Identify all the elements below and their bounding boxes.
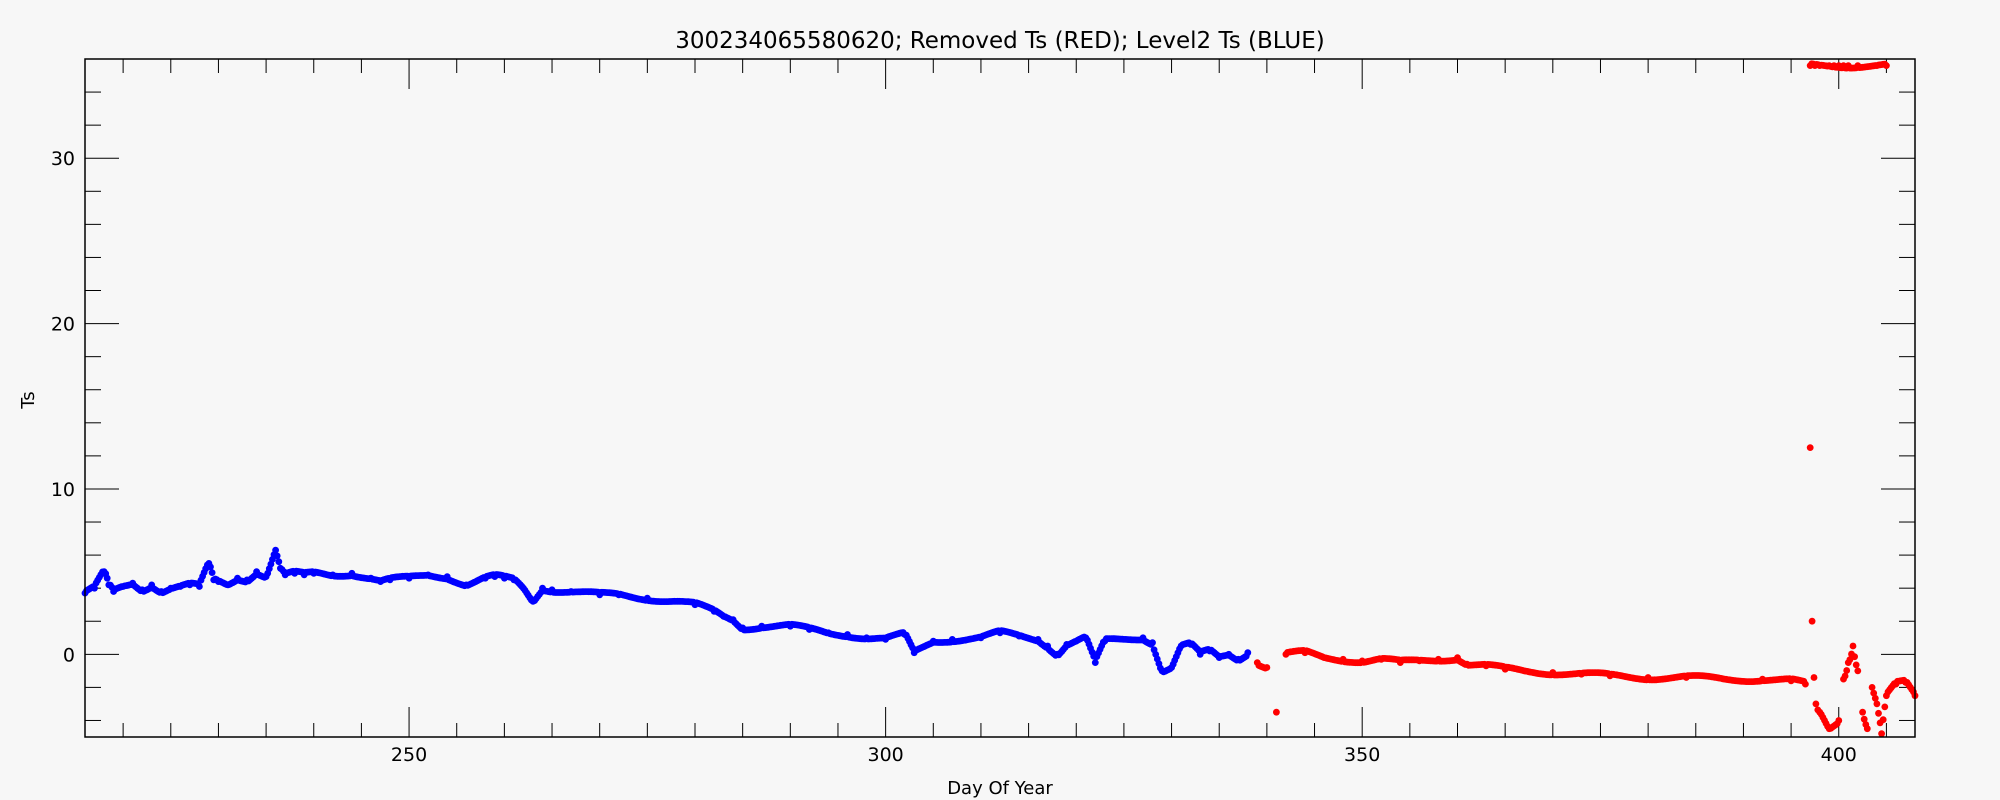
data-point	[1852, 661, 1860, 669]
data-point	[1849, 642, 1857, 650]
data-point	[1863, 725, 1871, 733]
data-point	[272, 546, 279, 554]
series-0	[81, 546, 1252, 676]
data-point	[103, 574, 111, 582]
data-point	[1263, 664, 1271, 671]
data-point	[1870, 689, 1878, 697]
data-points	[81, 60, 1919, 738]
x-axis-label: Day Of Year	[947, 778, 1053, 799]
data-point	[1854, 667, 1862, 675]
data-point	[1806, 444, 1814, 451]
data-point	[207, 563, 214, 571]
data-point	[1878, 730, 1885, 738]
data-point	[1812, 700, 1820, 708]
data-point	[1871, 694, 1879, 702]
data-point	[1875, 709, 1882, 717]
data-point	[275, 558, 283, 566]
series-1	[1253, 60, 1919, 738]
data-point	[91, 584, 98, 592]
data-point	[1841, 672, 1849, 680]
y-axis-label: Ts	[18, 391, 39, 409]
y-tick-label: 20	[51, 314, 75, 336]
data-point	[1808, 617, 1816, 625]
chart-title: 300234065580620; Removed Ts (RED); Level…	[675, 28, 1325, 54]
data-point	[196, 583, 203, 590]
data-point	[208, 569, 216, 576]
data-point	[1835, 717, 1843, 724]
data-point	[1244, 649, 1252, 657]
y-tick-label: 30	[51, 148, 75, 170]
data-point	[1851, 653, 1858, 661]
data-point	[1873, 700, 1881, 708]
x-tick-label: 350	[1344, 744, 1380, 766]
data-point	[1273, 708, 1280, 716]
y-tick-label: 0	[63, 644, 75, 666]
data-point	[1860, 715, 1868, 723]
data-point	[1802, 680, 1809, 688]
data-point	[1879, 716, 1887, 724]
plot-frame	[84, 58, 1916, 738]
data-point	[1881, 703, 1889, 711]
x-tick-label: 300	[867, 744, 903, 766]
y-tick-label: 10	[51, 479, 75, 501]
data-point	[1868, 684, 1876, 691]
data-point	[273, 552, 281, 560]
data-point	[1091, 659, 1099, 666]
data-point	[1810, 674, 1818, 681]
x-tick-label: 250	[391, 744, 427, 766]
data-point	[1149, 639, 1156, 647]
data-point	[1859, 708, 1866, 716]
data-point	[1883, 62, 1890, 69]
x-tick-label: 400	[1821, 744, 1857, 766]
data-point	[1843, 667, 1851, 674]
